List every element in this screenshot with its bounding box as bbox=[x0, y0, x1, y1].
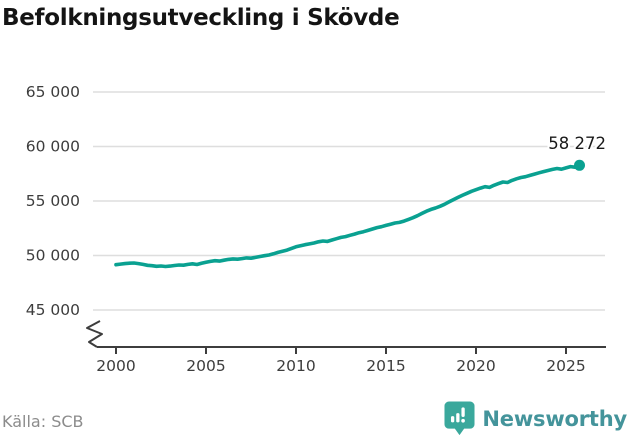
x-tick-label: 2015 bbox=[366, 357, 405, 375]
latest-point-marker bbox=[574, 159, 585, 171]
y-tick-label: 65 000 bbox=[26, 83, 80, 101]
y-tick-label: 45 000 bbox=[26, 301, 80, 319]
axis-break-icon bbox=[86, 320, 103, 348]
x-tick-label: 2025 bbox=[546, 357, 585, 375]
population-line bbox=[114, 163, 582, 269]
x-tick-label: 2010 bbox=[276, 357, 315, 375]
newsworthy-wordmark: Newsworthy bbox=[482, 406, 627, 431]
y-tick-label: 55 000 bbox=[26, 192, 80, 210]
x-tick-label: 2000 bbox=[96, 357, 135, 375]
x-tick-label: 2005 bbox=[186, 357, 225, 375]
source-note: Källa: SCB bbox=[2, 412, 84, 431]
x-tick-label: 2020 bbox=[456, 357, 495, 375]
chart-title: Befolkningsutveckling i Skövde bbox=[2, 5, 400, 31]
latest-value-label: 58 272 bbox=[548, 134, 606, 153]
bar-chart-bubble-icon bbox=[444, 401, 475, 436]
y-tick-label: 60 000 bbox=[26, 138, 80, 156]
y-tick-label: 50 000 bbox=[26, 247, 80, 265]
newsworthy-logo[interactable]: Newsworthy bbox=[444, 401, 627, 436]
